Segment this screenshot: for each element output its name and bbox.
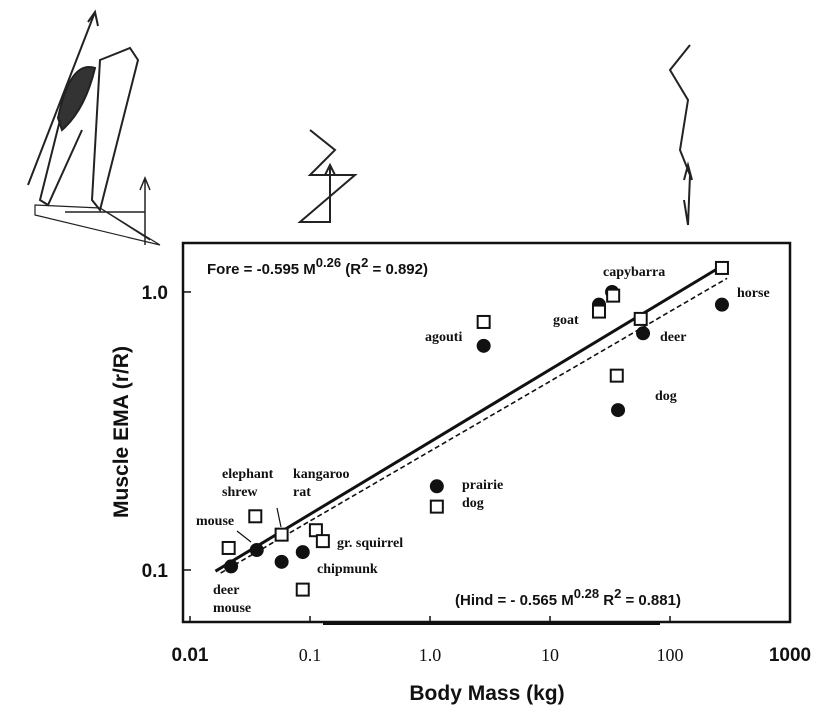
force-arrow xyxy=(27,9,99,186)
hind-point xyxy=(274,527,289,542)
hind-point xyxy=(609,368,624,383)
hind-point xyxy=(295,582,310,597)
point-label: capybarra xyxy=(603,265,665,280)
y-tick-label: 0.1 xyxy=(142,561,169,582)
fore-point xyxy=(249,542,264,557)
hind-point xyxy=(591,304,606,319)
fore-point xyxy=(429,479,444,494)
fore-point xyxy=(476,338,491,353)
point-label: goat xyxy=(553,313,579,328)
plot-frame xyxy=(181,241,792,624)
point-label: chipmunk xyxy=(317,562,378,577)
equation-part: R xyxy=(599,592,614,609)
hind-point xyxy=(221,540,236,555)
point-label: rat xyxy=(293,485,311,500)
equation-part: 0.28 xyxy=(574,586,599,601)
x-tick-label: 1.0 xyxy=(419,645,442,665)
point-label: mouse xyxy=(196,514,234,529)
point-label: shrew xyxy=(222,485,258,500)
sketches xyxy=(27,9,693,246)
x-tick-label: 10 xyxy=(541,645,559,665)
equation: (Hind = - 0.565 M0.28 R2 = 0.881) xyxy=(455,586,681,609)
leader-line xyxy=(276,507,282,528)
sketch-2 xyxy=(297,129,358,223)
x-tick-label: 0.01 xyxy=(172,645,209,666)
point-label: dog xyxy=(462,496,484,511)
x-axis-label: Body Mass (kg) xyxy=(409,682,564,705)
hind-point xyxy=(248,509,263,524)
fit-line xyxy=(220,277,728,574)
x-tick-label: 100 xyxy=(657,645,684,665)
point-label: gr. squirrel xyxy=(337,536,403,551)
leg-bones xyxy=(38,46,140,213)
hind-point xyxy=(633,311,648,326)
point-label: dog xyxy=(655,389,677,404)
muscle xyxy=(56,66,97,132)
fore-point xyxy=(295,545,310,560)
x-tick-label: 1000 xyxy=(769,645,811,666)
equation-part: (R xyxy=(341,261,361,278)
fit-line xyxy=(214,264,723,573)
point-label: deer xyxy=(213,583,239,598)
equation-part: = 0.892) xyxy=(368,261,428,278)
equation-part: (Hind = - 0.565 M xyxy=(455,592,574,609)
leader-line xyxy=(236,530,252,543)
equation-part: Fore = -0.595 M xyxy=(207,261,316,278)
equation-part: 2 xyxy=(361,255,368,270)
moment-arms xyxy=(65,176,151,245)
point-label: agouti xyxy=(425,330,462,345)
hind-point xyxy=(429,499,444,514)
hind-point xyxy=(315,534,330,549)
fore-point xyxy=(714,297,729,312)
point-label: horse xyxy=(737,286,770,301)
hind-point xyxy=(476,314,491,329)
hind-point xyxy=(606,288,621,303)
point-label: mouse xyxy=(213,601,251,616)
equation-part: 2 xyxy=(614,586,621,601)
fore-point xyxy=(274,554,289,569)
fore-point xyxy=(636,326,651,341)
y-axis-label: Muscle EMA (r/R) xyxy=(110,346,133,518)
point-label: kangaroo xyxy=(293,467,350,482)
hind-point xyxy=(714,260,729,275)
sketch-3 xyxy=(668,44,693,226)
point-label: elephant xyxy=(222,467,274,482)
fore-point xyxy=(224,559,239,574)
point-label: prairie xyxy=(462,478,503,493)
point-label: deer xyxy=(660,330,686,345)
equation-part: = 0.881) xyxy=(621,592,681,609)
equation: Fore = -0.595 M0.26 (R2 = 0.892) xyxy=(207,255,428,278)
fore-point xyxy=(611,403,626,418)
x-tick-label: 0.1 xyxy=(299,645,322,665)
equation-part: 0.26 xyxy=(316,255,341,270)
foot xyxy=(34,204,161,246)
y-tick-label: 1.0 xyxy=(142,283,168,304)
